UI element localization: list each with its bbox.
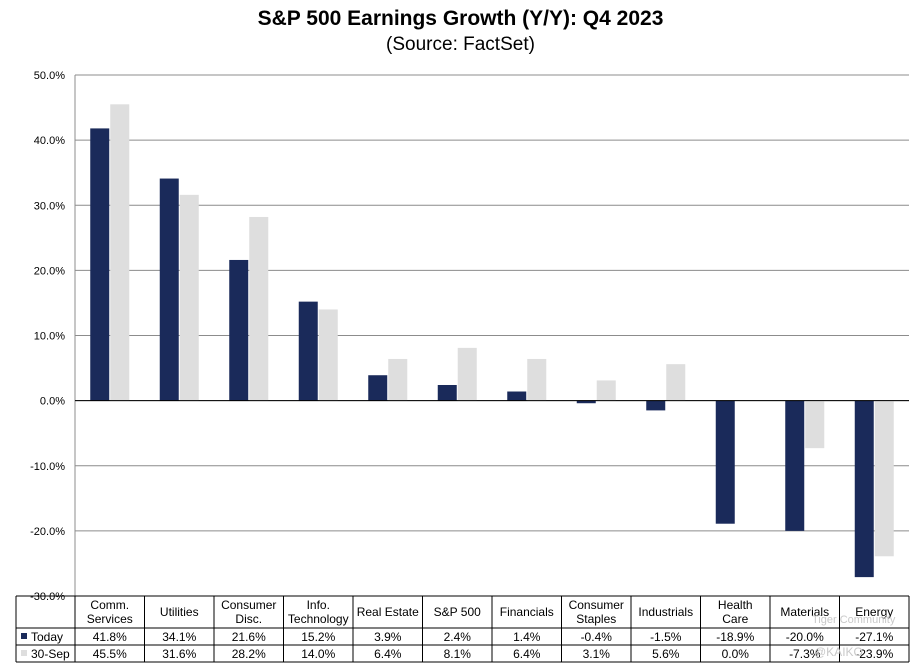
chart-subtitle: (Source: FactSet) (386, 34, 535, 55)
y-tick-label: 50.0% (34, 70, 65, 82)
data-label: 3.9% (374, 630, 402, 644)
watermark-text: Tiger Community (812, 614, 896, 626)
category-label: Materials (780, 605, 829, 619)
bar-today (229, 259, 249, 401)
data-label: 8.1% (444, 647, 472, 661)
category-label: Utilities (160, 605, 199, 619)
y-tick-label: 30.0% (34, 200, 65, 212)
category-label: Consumer (569, 598, 624, 612)
category-label: Care (722, 612, 748, 626)
data-label: 5.6% (652, 647, 680, 661)
category-label: Real Estate (357, 605, 419, 619)
bar-today (507, 391, 527, 401)
bar-today (368, 375, 388, 401)
category-label: Health (718, 598, 753, 612)
bar-today (298, 301, 318, 401)
data-label: 2.4% (444, 630, 472, 644)
bar-today (159, 178, 179, 401)
data-label: -0.4% (581, 630, 613, 644)
y-tick-label: 10.0% (34, 331, 65, 343)
data-label: 6.4% (374, 647, 402, 661)
data-label: 3.1% (583, 647, 611, 661)
data-label: 41.8% (93, 630, 127, 644)
category-label: Comm. (90, 598, 129, 612)
data-label: 6.4% (513, 647, 541, 661)
bar-sep30 (249, 216, 269, 401)
bar-sep30 (527, 358, 547, 401)
y-tick-label: -30.0% (30, 591, 65, 603)
bar-today (90, 128, 110, 401)
y-tick-label: 20.0% (34, 265, 65, 277)
bar-today (576, 400, 596, 404)
legend-label: Today (31, 630, 63, 644)
data-label: 21.6% (232, 630, 266, 644)
bar-today (854, 400, 874, 578)
bar-sep30 (179, 194, 199, 401)
data-label: 1.4% (513, 630, 541, 644)
bar-sep30 (805, 400, 825, 449)
bar-today (646, 400, 666, 411)
category-label: Info. (307, 598, 330, 612)
watermark-handle: @KAIKO (814, 645, 863, 659)
category-label: Energy (855, 605, 893, 619)
data-label: 14.0% (301, 647, 335, 661)
data-label: 31.6% (162, 647, 196, 661)
category-label: Financials (500, 605, 554, 619)
data-label: -7.3% (789, 647, 821, 661)
bar-sep30 (110, 104, 130, 401)
bar-sep30 (318, 309, 338, 401)
bar-today (785, 400, 805, 531)
bar-today (437, 384, 457, 401)
y-tick-label: 0.0% (40, 396, 65, 408)
category-label: Services (87, 612, 133, 626)
category-label: Staples (576, 612, 616, 626)
y-tick-label: -20.0% (30, 526, 65, 538)
data-label: 28.2% (232, 647, 266, 661)
data-label: -23.9% (855, 647, 893, 661)
data-label: 0.0% (722, 647, 750, 661)
data-label: 45.5% (93, 647, 127, 661)
bar-sep30 (388, 358, 408, 401)
data-label: 34.1% (162, 630, 196, 644)
category-label: Industrials (638, 605, 693, 619)
bar-sep30 (666, 364, 686, 401)
y-tick-label: -10.0% (30, 461, 65, 473)
data-label: -18.9% (716, 630, 754, 644)
data-label: 15.2% (301, 630, 335, 644)
data-label: -1.5% (650, 630, 682, 644)
data-label: -27.1% (855, 630, 893, 644)
data-label: -20.0% (786, 630, 824, 644)
category-label: Technology (288, 612, 349, 626)
legend-swatch-sep30 (21, 650, 27, 656)
legend-swatch-today (21, 633, 27, 639)
bar-sep30 (457, 347, 477, 401)
category-label: S&P 500 (434, 605, 481, 619)
bar-sep30 (596, 380, 616, 401)
chart-title: S&P 500 Earnings Growth (Y/Y): Q4 2023 (257, 7, 664, 30)
category-label: Consumer (221, 598, 276, 612)
legend-label: 30-Sep (31, 647, 70, 661)
bar-sep30 (874, 400, 894, 557)
category-label: Disc. (235, 612, 262, 626)
bar-today (715, 400, 735, 524)
y-tick-label: 40.0% (34, 135, 65, 147)
